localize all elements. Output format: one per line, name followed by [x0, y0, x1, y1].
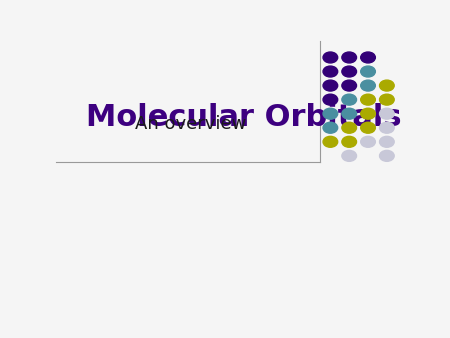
Circle shape — [342, 122, 356, 133]
Circle shape — [361, 122, 375, 133]
Circle shape — [342, 108, 356, 119]
Circle shape — [323, 80, 338, 91]
Circle shape — [323, 122, 338, 133]
Circle shape — [379, 150, 394, 161]
Circle shape — [323, 108, 338, 119]
Circle shape — [379, 80, 394, 91]
Circle shape — [361, 52, 375, 63]
Text: An overview: An overview — [135, 115, 246, 133]
Circle shape — [323, 52, 338, 63]
Circle shape — [379, 108, 394, 119]
Circle shape — [379, 122, 394, 133]
Circle shape — [379, 136, 394, 147]
Circle shape — [342, 136, 356, 147]
Circle shape — [342, 94, 356, 105]
Circle shape — [361, 80, 375, 91]
Circle shape — [379, 94, 394, 105]
Circle shape — [323, 66, 338, 77]
Circle shape — [342, 150, 356, 161]
Circle shape — [342, 80, 356, 91]
Circle shape — [361, 94, 375, 105]
Circle shape — [361, 66, 375, 77]
Circle shape — [361, 136, 375, 147]
Circle shape — [323, 94, 338, 105]
Circle shape — [361, 108, 375, 119]
Text: Molecular Orbitals: Molecular Orbitals — [86, 103, 401, 132]
Circle shape — [342, 52, 356, 63]
Circle shape — [323, 136, 338, 147]
Circle shape — [342, 66, 356, 77]
